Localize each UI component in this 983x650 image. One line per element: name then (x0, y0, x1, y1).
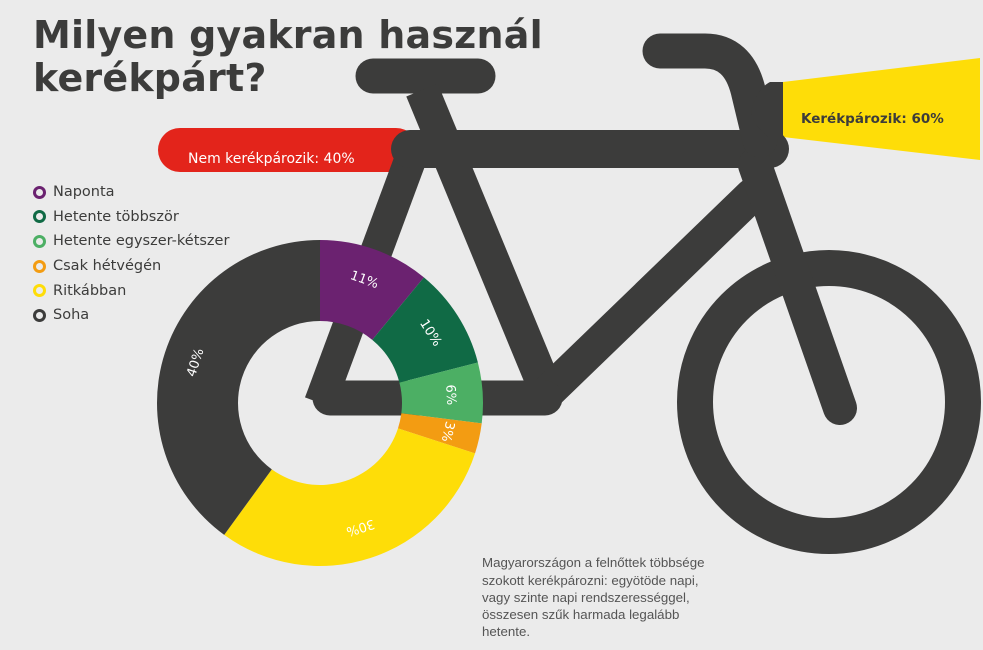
page-title: Milyen gyakran használ kerékpárt? (33, 13, 543, 100)
legend-label: Hetente többször (53, 208, 179, 225)
summary-note: Magyarországon a felnőttek többsége szok… (482, 555, 705, 640)
cycling-label: Kerékpározik: 60% (801, 111, 944, 127)
handlebar (642, 33, 778, 158)
legend-item-hetente-tobbszor: Hetente többször (33, 205, 229, 230)
legend-item-ritkabban: Ritkábban (33, 278, 229, 303)
legend-label: Naponta (53, 184, 115, 201)
legend-label: Soha (53, 307, 90, 324)
legend-ring-icon (33, 308, 46, 322)
headlight-icon (751, 82, 783, 137)
legend-label: Ritkábban (53, 282, 127, 299)
legend-label: Csak hétvégén (53, 258, 162, 275)
chart-legend: Naponta Hetente többször Hetente egyszer… (33, 180, 229, 328)
donut-chart (157, 240, 483, 566)
cycling-beam-bar (783, 58, 980, 160)
donut-slice-1 (320, 240, 424, 340)
donut-slice-6 (157, 240, 320, 535)
donut-slice-4 (397, 413, 482, 454)
legend-ring-icon (33, 234, 46, 248)
no-cycling-label: Nem kerékpározik: 40% (188, 151, 355, 167)
legend-ring-icon (33, 284, 46, 298)
legend-item-csak-hetvegen: Csak hétvégén (33, 254, 229, 279)
legend-ring-icon (33, 210, 46, 224)
slice-value-label: 3% (438, 420, 457, 443)
legend-label: Hetente egyszer-kétszer (53, 233, 230, 250)
legend-item-hetente-egyszer-ketszer: Hetente egyszer-kétszer (33, 229, 229, 254)
legend-ring-icon (33, 185, 46, 199)
front-wheel (677, 250, 981, 554)
slice-value-label: 6% (442, 384, 458, 406)
legend-item-soha: Soha (33, 303, 229, 328)
fork (738, 148, 857, 425)
down-tube (528, 178, 769, 412)
donut-slice-2 (372, 277, 478, 383)
legend-ring-icon (33, 259, 46, 273)
donut-slice-3 (399, 362, 483, 424)
donut-slice-5 (224, 428, 476, 566)
legend-item-naponta: Naponta (33, 180, 229, 205)
no-cycling-bar (158, 128, 418, 172)
